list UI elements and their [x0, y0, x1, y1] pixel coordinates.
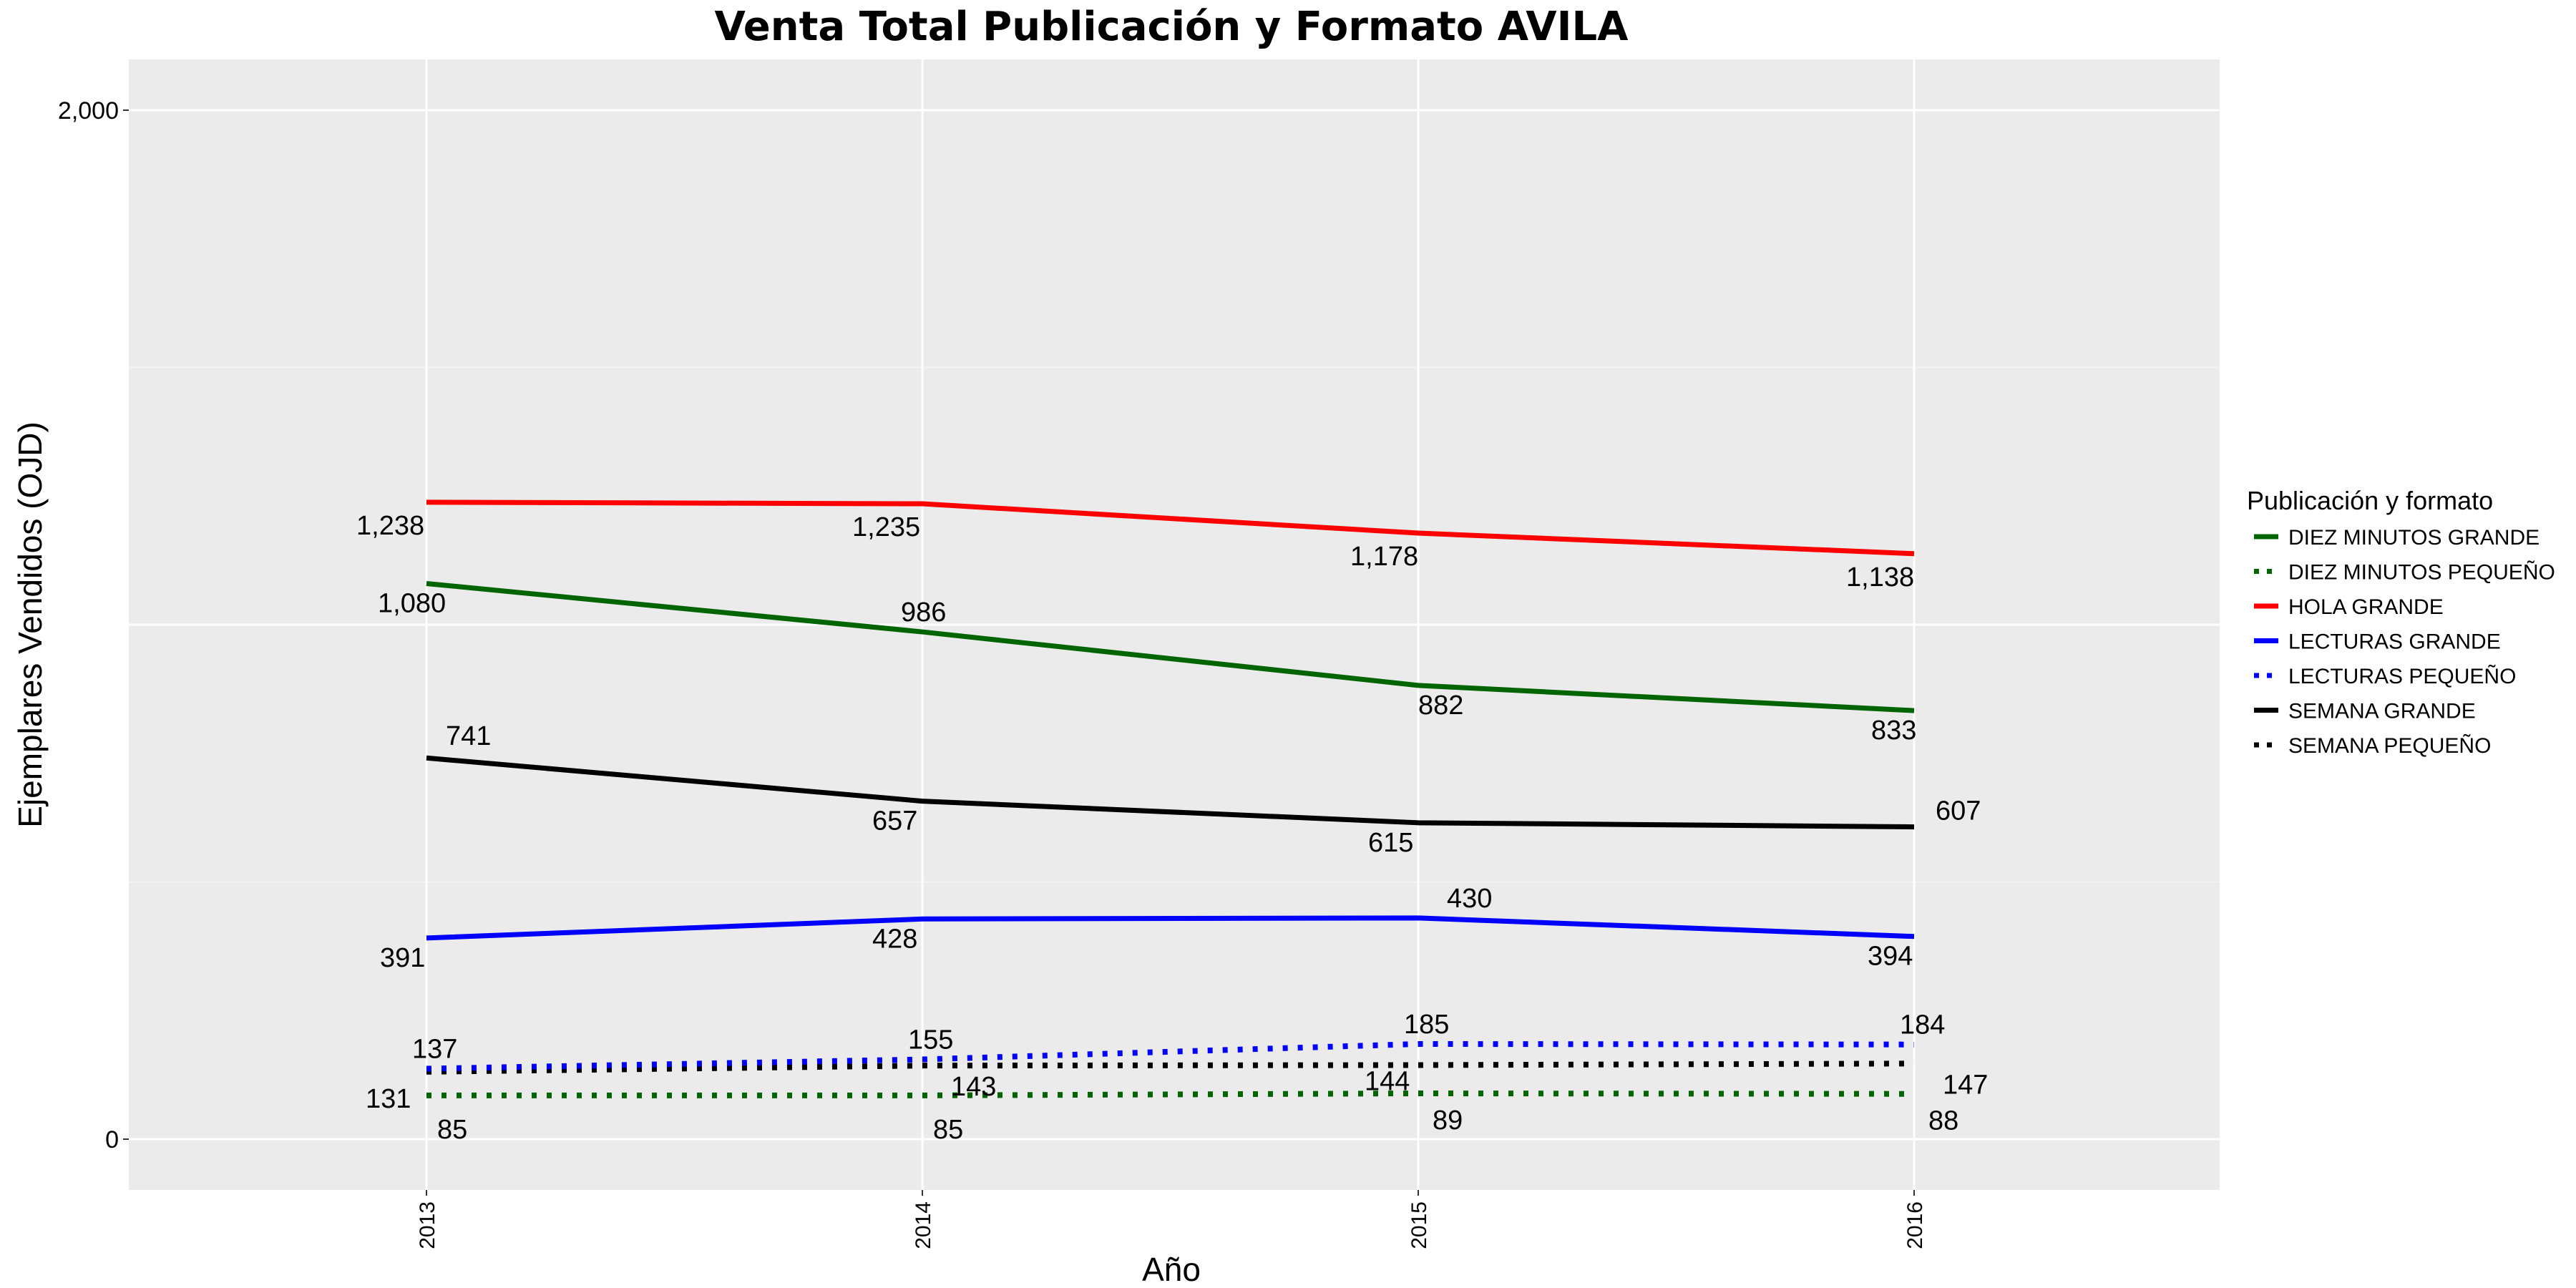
- legend-label: LECTURAS GRANDE: [2288, 630, 2501, 654]
- x-tick-label: 2013: [416, 1201, 439, 1249]
- data-label: 137: [412, 1034, 457, 1064]
- data-label: 1,235: [852, 512, 920, 542]
- chart-title: Venta Total Publicación y Formato AVILA: [715, 4, 1629, 50]
- data-label: 147: [1943, 1070, 1988, 1100]
- data-label: 1,080: [378, 588, 446, 618]
- data-label: 88: [1928, 1106, 1958, 1136]
- data-label: 131: [366, 1084, 411, 1114]
- data-label: 143: [951, 1072, 996, 1102]
- legend: Publicación y formato DIEZ MINUTOS GRAND…: [2247, 486, 2555, 758]
- data-label: 882: [1418, 691, 1463, 721]
- data-labels: 1,080 986 882 833 85 85 89 88 1,238 1,235 1,178 1,1…: [356, 511, 1988, 1145]
- legend-label: SEMANA PEQUEÑO: [2288, 733, 2491, 758]
- series-line: [426, 755, 1915, 830]
- series-lines: [426, 499, 1915, 1098]
- legend-label: LECTURAS PEQUEÑO: [2288, 664, 2516, 688]
- x-tick-label: 2014: [912, 1201, 935, 1249]
- legend-label: DIEZ MINUTOS GRANDE: [2288, 526, 2540, 550]
- y-tick-label: 0: [105, 1126, 119, 1153]
- data-label: 155: [908, 1025, 953, 1055]
- data-label: 1,138: [1846, 562, 1914, 592]
- y-tick-label: 2,000: [58, 97, 119, 125]
- legend-label: DIEZ MINUTOS PEQUEÑO: [2288, 560, 2555, 585]
- data-label: 391: [380, 943, 425, 973]
- data-label: 428: [872, 924, 917, 954]
- grid-lines: [129, 59, 2220, 1190]
- data-label: 85: [437, 1115, 467, 1145]
- x-tick-label: 2016: [1903, 1201, 1927, 1249]
- data-label: 986: [901, 597, 946, 628]
- data-label: 394: [1868, 942, 1913, 972]
- data-label: 184: [1900, 1010, 1945, 1040]
- data-label: 85: [933, 1115, 963, 1145]
- data-label: 741: [446, 721, 491, 751]
- data-label: 833: [1871, 716, 1916, 746]
- y-axis: 0 2,000: [58, 97, 129, 1153]
- legend-label: SEMANA GRANDE: [2288, 700, 2476, 723]
- legend-label: HOLA GRANDE: [2288, 595, 2444, 619]
- data-label: 185: [1404, 1010, 1449, 1040]
- legend-title: Publicación y formato: [2247, 486, 2493, 515]
- data-label: 615: [1368, 828, 1413, 858]
- data-label: 430: [1447, 884, 1492, 914]
- series-line: [426, 499, 1915, 557]
- series-line: [426, 580, 1915, 713]
- series-line: [426, 915, 1915, 941]
- data-label: 657: [872, 806, 917, 836]
- data-label: 89: [1433, 1106, 1463, 1136]
- data-label: 1,238: [356, 511, 424, 541]
- data-label: 1,178: [1350, 542, 1418, 572]
- y-axis-title: Ejemplares Vendidos (OJD): [11, 421, 49, 828]
- x-axis-title: Año: [1142, 1251, 1201, 1288]
- x-tick-label: 2015: [1407, 1201, 1431, 1249]
- data-label: 607: [1936, 796, 1981, 826]
- data-label: 144: [1365, 1066, 1410, 1096]
- x-axis: 2013 2014 2015 2016: [416, 1190, 1927, 1249]
